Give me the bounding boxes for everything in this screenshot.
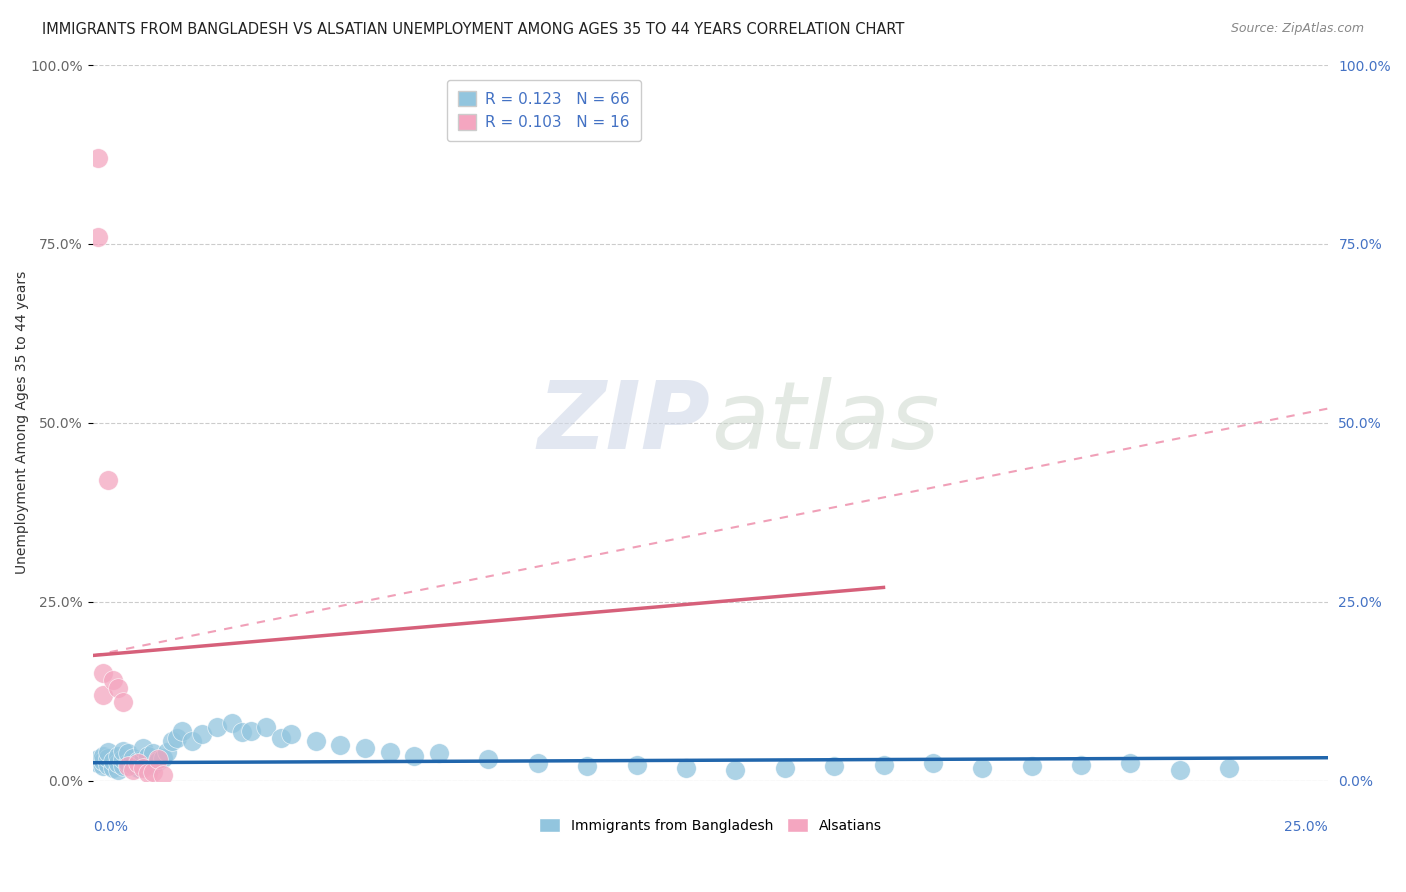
Point [1119, 756, 1142, 770]
Point [427, 747, 450, 761]
Point [146, 752, 169, 766]
Point [221, 716, 243, 731]
Point [527, 756, 550, 770]
Point [101, 761, 124, 775]
Point [107, 748, 129, 763]
Point [240, 723, 263, 738]
Point [156, 745, 179, 759]
Point [329, 738, 352, 752]
Point [91, 748, 114, 763]
Point [1021, 759, 1043, 773]
Point [87, 229, 110, 244]
Point [136, 756, 159, 770]
Point [146, 754, 169, 768]
Point [972, 761, 994, 775]
Point [97, 745, 120, 759]
Point [127, 754, 149, 768]
Point [91, 759, 114, 773]
Point [142, 757, 165, 772]
Point [1168, 763, 1191, 777]
Point [122, 750, 145, 764]
Point [122, 757, 145, 772]
Point [117, 759, 139, 773]
Point [576, 759, 599, 773]
Point [117, 756, 139, 770]
Point [922, 756, 945, 770]
Point [152, 750, 174, 764]
Point [354, 741, 377, 756]
Point [152, 768, 174, 782]
Point [127, 756, 149, 770]
Point [773, 761, 796, 775]
Text: ZIP: ZIP [537, 376, 710, 469]
Point [404, 748, 426, 763]
Point [97, 750, 120, 764]
Point [101, 673, 124, 688]
Point [872, 757, 894, 772]
Point [97, 473, 120, 487]
Point [304, 734, 326, 748]
Point [724, 763, 747, 777]
Point [181, 734, 204, 748]
Point [823, 759, 845, 773]
Point [122, 763, 145, 777]
Text: IMMIGRANTS FROM BANGLADESH VS ALSATIAN UNEMPLOYMENT AMONG AGES 35 TO 44 YEARS CO: IMMIGRANTS FROM BANGLADESH VS ALSATIAN U… [42, 22, 904, 37]
Point [127, 761, 149, 775]
Point [254, 720, 277, 734]
Point [205, 720, 228, 734]
Point [231, 725, 253, 739]
Y-axis label: Unemployment Among Ages 35 to 44 years: Unemployment Among Ages 35 to 44 years [15, 271, 30, 574]
Text: atlas: atlas [710, 377, 939, 468]
Point [87, 756, 110, 770]
Point [477, 752, 499, 766]
Point [142, 765, 165, 780]
Text: 25.0%: 25.0% [1284, 820, 1327, 834]
Point [378, 745, 401, 759]
Point [107, 763, 129, 777]
Point [111, 752, 134, 766]
Point [91, 688, 114, 702]
Text: 0.0%: 0.0% [93, 820, 128, 834]
Legend: R = 0.123   N = 66, R = 0.103   N = 16: R = 0.123 N = 66, R = 0.103 N = 16 [447, 80, 641, 141]
Point [132, 741, 155, 756]
Point [1070, 757, 1092, 772]
Point [172, 723, 194, 738]
Point [91, 754, 114, 768]
Point [111, 695, 134, 709]
Point [132, 752, 155, 766]
Point [97, 757, 120, 772]
Point [675, 761, 697, 775]
Point [270, 731, 292, 745]
Point [91, 666, 114, 681]
Point [162, 734, 184, 748]
Point [132, 759, 155, 773]
Point [166, 731, 188, 745]
Point [626, 757, 648, 772]
Point [136, 748, 159, 763]
Point [280, 727, 302, 741]
Point [191, 727, 214, 741]
Point [132, 761, 155, 775]
Point [87, 151, 110, 165]
Point [101, 754, 124, 768]
Point [107, 681, 129, 695]
Point [1218, 761, 1240, 775]
Point [111, 759, 134, 773]
Text: Source: ZipAtlas.com: Source: ZipAtlas.com [1230, 22, 1364, 36]
Point [136, 766, 159, 780]
Point [87, 752, 110, 766]
Point [142, 747, 165, 761]
Point [107, 756, 129, 770]
Point [111, 743, 134, 757]
Point [117, 747, 139, 761]
